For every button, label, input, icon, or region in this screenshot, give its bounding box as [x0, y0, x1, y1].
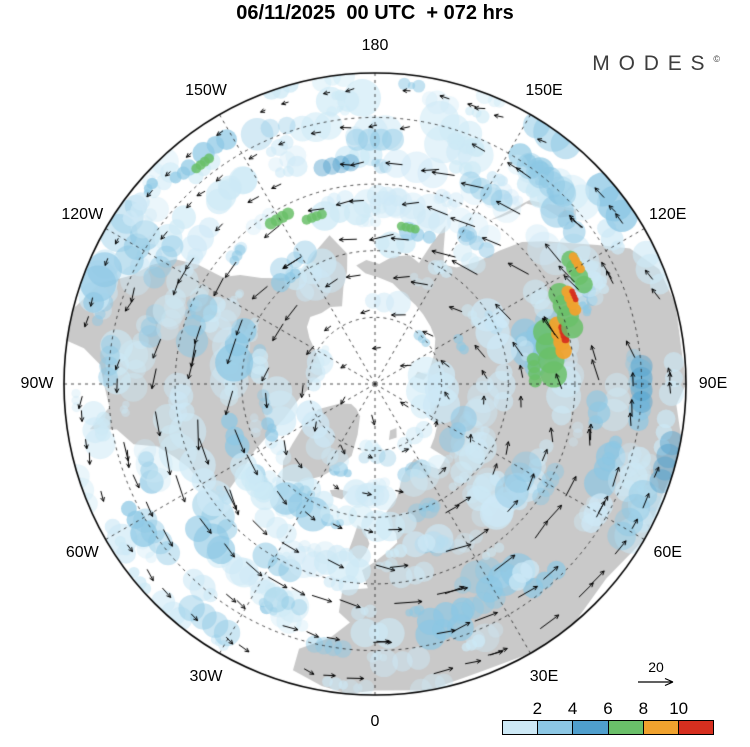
- colorbar-segment: [573, 721, 609, 734]
- colorbar-segment: [503, 721, 539, 734]
- lon-label-90E: 90E: [698, 375, 728, 392]
- lon-label-0: 0: [370, 713, 380, 730]
- lon-label-90W: 90W: [20, 375, 54, 392]
- colorbar-tick-label: 8: [638, 699, 649, 718]
- lon-label-60E: 60E: [653, 544, 682, 561]
- lon-label-30E: 30E: [529, 667, 559, 685]
- colorbar-tick-label: 2: [532, 699, 543, 718]
- colorbar-tick-label: 6: [603, 699, 613, 718]
- lon-label-150W: 150W: [185, 82, 227, 100]
- vector-scale-arrow: [638, 677, 674, 687]
- colorbar-tick-label: 10: [669, 699, 689, 718]
- lon-label-60W: 60W: [65, 544, 99, 561]
- vector-scale-value: 20: [648, 659, 664, 675]
- lon-label-120E: 120E: [649, 206, 687, 223]
- colorbar-bar: [502, 720, 714, 735]
- vector-scale-legend: 20: [632, 659, 680, 688]
- colorbar-segment: [643, 721, 679, 734]
- colorbar: 2 4 6 8 10: [502, 699, 714, 735]
- lon-label-120W: 120W: [61, 206, 104, 223]
- colorbar-segment: [608, 721, 644, 734]
- colorbar-segment: [678, 721, 714, 734]
- colorbar-segment: [538, 721, 574, 734]
- lon-label-30W: 30W: [189, 667, 223, 685]
- colorbar-tick-label: 4: [567, 699, 578, 718]
- lon-label-150E: 150E: [525, 82, 563, 100]
- colorbar-tick-labels: 2 4 6 8 10: [502, 699, 714, 720]
- lon-label-180: 180: [361, 37, 389, 54]
